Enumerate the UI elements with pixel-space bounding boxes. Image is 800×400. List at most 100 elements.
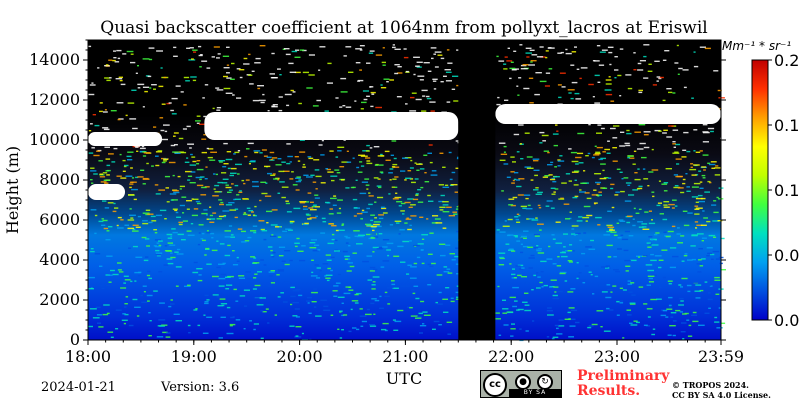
speckle [627,87,633,90]
speckle [299,151,306,153]
speckle [396,96,402,98]
speckle [218,160,226,162]
speckle [382,246,388,248]
speckle [595,194,599,196]
speckle [100,284,103,287]
speckle [226,284,233,286]
speckle [643,134,649,136]
speckle [379,307,384,309]
speckle [289,325,295,327]
speckle [370,105,374,108]
speckle [337,146,345,148]
cc-license-badge[interactable]: cc ● ↻ BY SA [480,370,562,398]
speckle [451,171,456,174]
speckle [330,314,334,316]
speckle [178,221,183,224]
speckle [396,222,400,224]
speckle [615,270,620,273]
cloud-layer-0 [88,132,163,146]
speckle [356,235,364,238]
speckle [694,221,699,223]
speckle [378,233,383,235]
speckle [260,259,264,261]
speckle [683,131,689,134]
speckle [527,204,531,207]
speckle [547,151,550,154]
speckle [697,271,702,273]
speckle [204,302,209,305]
speckle [328,223,334,225]
speckle [617,248,622,250]
speckle [713,211,719,214]
speckle [368,203,373,206]
speckle [720,322,726,324]
speckle [584,192,590,194]
speckle [652,84,657,86]
speckle [295,316,300,318]
speckle [676,163,680,165]
speckle [498,60,505,62]
speckle [606,244,613,247]
speckle [216,266,221,269]
speckle [291,171,294,173]
speckle [669,247,677,249]
speckle [158,85,164,88]
speckle [567,291,574,293]
chart-title: Quasi backscatter coefficient at 1064nm … [100,18,707,38]
speckle [704,191,710,193]
speckle [209,159,216,161]
speckle [302,166,306,168]
speckle [568,307,575,309]
speckle [182,220,188,222]
speckle [697,233,704,235]
speckle [195,200,200,203]
speckle [687,259,693,261]
speckle [372,251,375,253]
speckle [216,57,220,59]
speckle [674,62,679,64]
speckle [154,232,158,234]
speckle [664,50,670,52]
speckle [230,236,235,238]
speckle [512,68,519,70]
speckle [563,203,570,205]
speckle [206,67,211,69]
speckle [117,262,122,264]
speckle [390,154,394,156]
y-tick-label: 10000 [29,130,80,149]
speckle [512,305,517,308]
speckle [658,76,664,79]
speckle [335,229,339,232]
speckle [117,216,122,219]
speckle [374,299,380,302]
speckle [678,284,682,286]
speckle [179,204,185,207]
plot-area [87,39,727,342]
speckle [389,168,394,170]
speckle [699,265,704,267]
speckle [638,208,642,210]
speckle [116,175,122,177]
speckle [588,271,592,273]
speckle [394,196,402,199]
speckle [105,64,109,66]
no-data-gap [458,40,496,340]
speckle [289,222,293,224]
speckle [183,104,187,106]
speckle [397,72,403,74]
speckle [278,96,283,98]
speckle [672,143,676,145]
y-tick-label: 2000 [39,290,80,309]
speckle [302,49,307,52]
speckle [637,187,643,190]
speckle [612,147,617,149]
speckle [536,272,539,274]
speckle [196,122,200,124]
speckle [130,217,134,219]
speckle [455,247,461,249]
speckle [627,283,633,285]
speckle [422,95,426,97]
speckle [530,254,535,257]
speckle [520,237,523,240]
